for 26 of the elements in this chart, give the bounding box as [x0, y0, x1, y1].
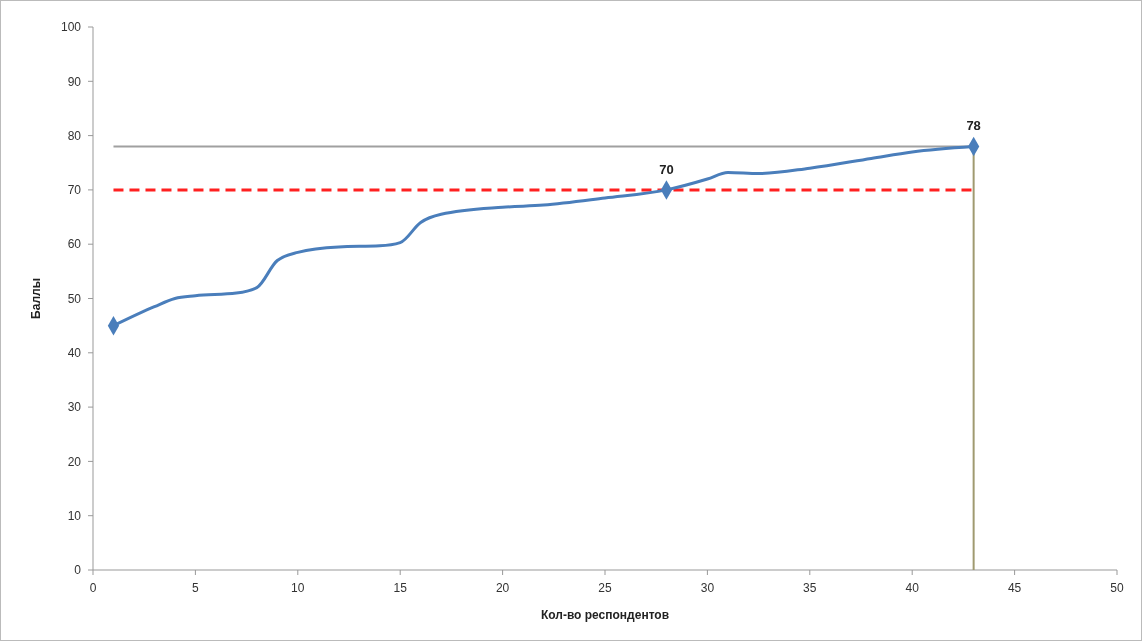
x-tick-label: 5 [192, 581, 200, 595]
x-tick-label: 35 [803, 581, 817, 595]
x-tick-label: 15 [393, 581, 408, 595]
x-tick-label: 20 [495, 581, 510, 595]
x-tick-label: 25 [598, 581, 612, 595]
x-tick-label: 45 [1007, 581, 1022, 595]
y-tick-label: 90 [67, 74, 82, 89]
x-tick-label: 50 [1110, 581, 1124, 595]
data-label: 70 [659, 161, 674, 177]
x-tick-label: 40 [905, 581, 920, 595]
y-tick-label: 10 [67, 508, 82, 523]
y-tick-label: 70 [67, 183, 82, 198]
y-tick-label: 40 [67, 346, 82, 360]
y-tick-label: 100 [60, 20, 82, 35]
x-tick-label: 0 [89, 581, 97, 595]
x-tick-label: 30 [700, 581, 715, 595]
data-label: 78 [966, 118, 981, 134]
y-tick-label: 0 [74, 563, 82, 578]
y-axis-title: Баллы [29, 278, 43, 319]
x-axis-title: Кол-во респондентов [540, 608, 670, 622]
y-tick-label: 80 [67, 128, 82, 143]
y-tick-label: 30 [67, 400, 82, 415]
y-tick-label: 60 [67, 237, 82, 252]
x-tick-label: 10 [291, 581, 305, 595]
y-tick-label: 20 [67, 454, 82, 469]
y-tick-label: 50 [67, 291, 82, 306]
